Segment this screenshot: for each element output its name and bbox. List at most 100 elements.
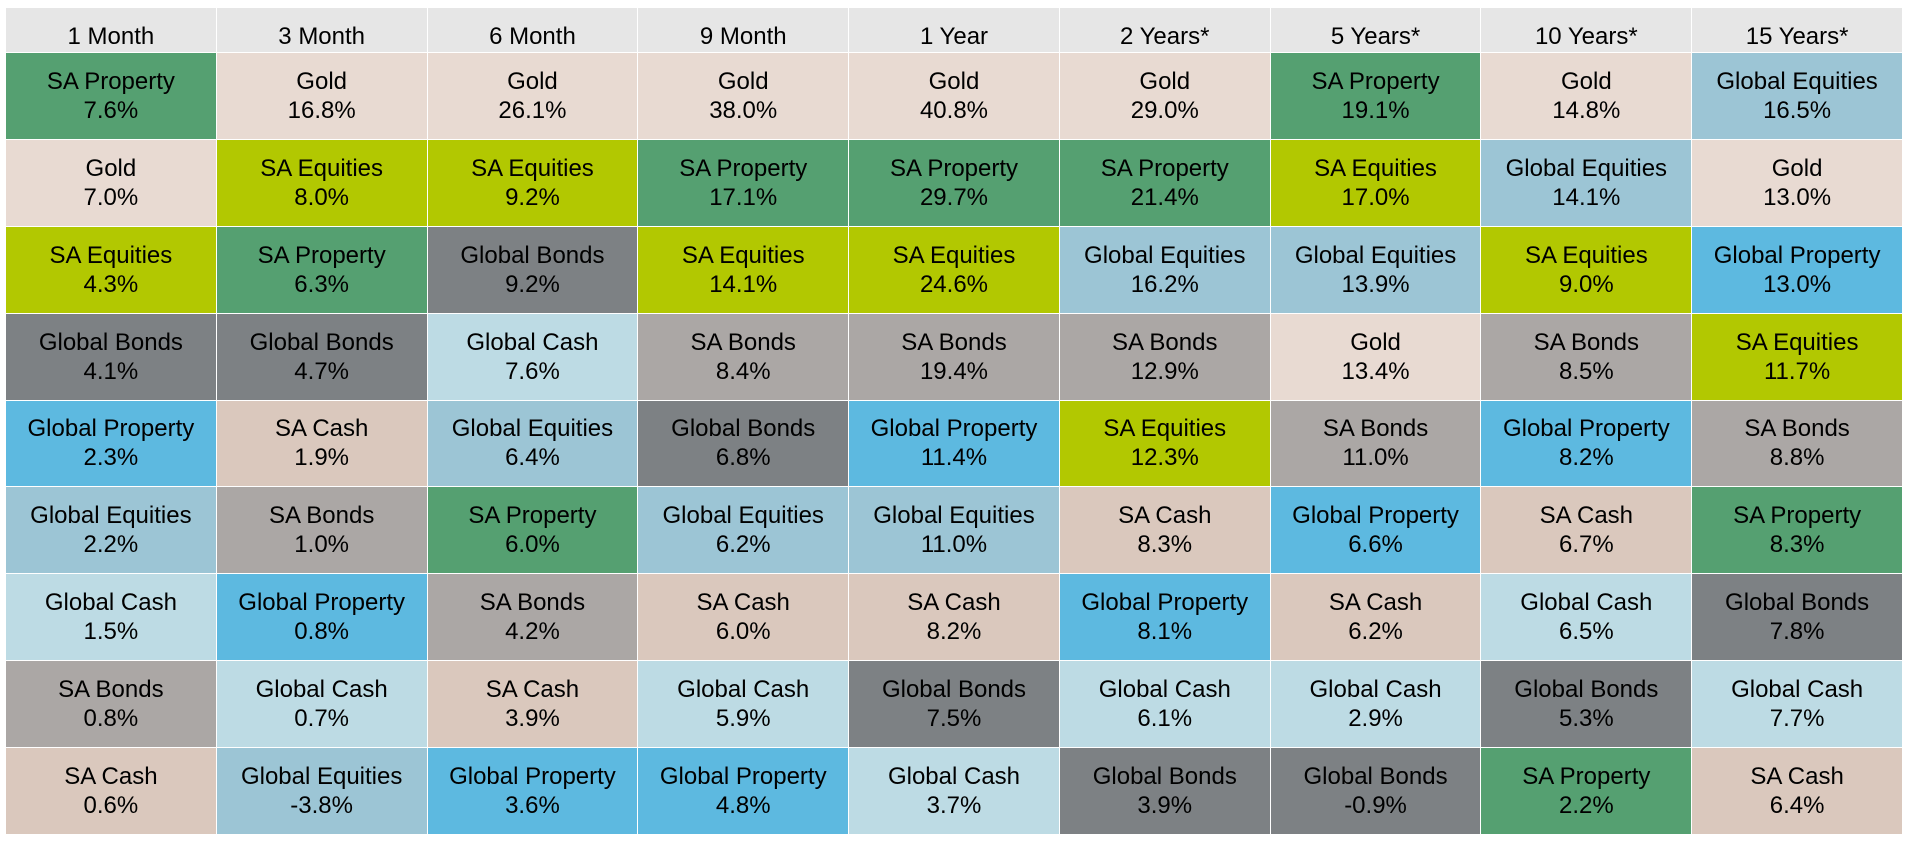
asset-label: SA Bonds [1533, 328, 1640, 356]
return-cell-sa-equities: SA Equities 12.3% [1059, 400, 1270, 487]
return-cell-global-cash: Global Cash 5.9% [638, 661, 849, 748]
asset-label: SA Equities [260, 154, 384, 182]
return-value: 5.9% [715, 705, 771, 733]
return-value: 8.2% [926, 618, 982, 646]
return-value: 7.0% [83, 183, 139, 211]
return-cell-gold: Gold 26.1% [427, 53, 638, 139]
asset-label: SA Equities [471, 154, 594, 182]
asset-label: SA Bonds [1744, 415, 1850, 443]
column-header-1-month: 1 Month [6, 8, 216, 52]
return-value: 38.0% [709, 96, 778, 124]
return-value: 13.4% [1341, 357, 1410, 385]
asset-label: Global Property [1502, 415, 1670, 443]
return-value: 9.0% [1558, 270, 1614, 298]
return-cell-sa-cash: SA Cash 1.9% [216, 400, 427, 487]
return-value: 9.2% [505, 183, 560, 211]
return-cell-global-bonds: Global Bonds 7.8% [1692, 574, 1902, 661]
return-cell-global-bonds: Global Bonds 4.1% [6, 313, 216, 400]
return-value: 6.7% [1558, 531, 1614, 559]
asset-label: SA Property [679, 154, 808, 182]
return-cell-sa-cash: SA Cash 3.9% [427, 661, 638, 748]
return-cell-global-cash: Global Cash 3.7% [849, 748, 1059, 834]
return-value: 26.1% [498, 96, 567, 124]
return-value: 2.2% [1558, 792, 1614, 820]
return-value: 7.5% [926, 705, 982, 733]
asset-label: SA Cash [1118, 502, 1212, 530]
asset-label: SA Equities [892, 241, 1016, 269]
return-value: 7.6% [505, 357, 560, 385]
asset-label: Gold [507, 67, 558, 95]
asset-label: SA Bonds [268, 502, 375, 530]
return-value: 6.2% [1348, 618, 1403, 646]
asset-label: Global Bonds [249, 328, 394, 356]
return-cell-gold: Gold 16.8% [216, 53, 427, 139]
asset-label: Gold [296, 67, 347, 95]
return-cell-gold: Gold 29.0% [1059, 53, 1270, 139]
return-value: 3.6% [505, 792, 560, 820]
return-cell-sa-property: SA Property 21.4% [1059, 139, 1270, 226]
asset-label: Global Equities [240, 763, 403, 791]
asset-label: Global Cash [677, 676, 810, 704]
return-value: 24.6% [919, 270, 989, 298]
return-cell-global-cash: Global Cash 6.5% [1481, 574, 1692, 661]
return-cell-global-bonds: Global Bonds -0.9% [1270, 748, 1481, 834]
return-value: 4.8% [715, 792, 771, 820]
asset-label: SA Equities [1314, 154, 1437, 182]
return-value: 7.7% [1769, 705, 1825, 733]
asset-label: Gold [1560, 67, 1612, 95]
return-cell-sa-bonds: SA Bonds 8.8% [1692, 400, 1902, 487]
asset-label: Global Equities [1716, 67, 1878, 95]
return-value: 8.2% [1558, 444, 1614, 472]
asset-label: Global Cash [1520, 589, 1653, 617]
return-cell-global-equities: Global Equities 16.5% [1692, 53, 1902, 139]
column-header-5-years: 5 Years* [1270, 8, 1481, 52]
return-cell-sa-bonds: SA Bonds 4.2% [427, 574, 638, 661]
return-value: 1.5% [83, 618, 139, 646]
return-value: 3.9% [505, 705, 560, 733]
return-cell-sa-property: SA Property 7.6% [6, 53, 216, 139]
return-value: 1.9% [294, 444, 349, 472]
return-cell-sa-equities: SA Equities 11.7% [1692, 313, 1902, 400]
return-cell-global-property: Global Property 8.1% [1059, 574, 1270, 661]
return-cell-global-bonds: Global Bonds 7.5% [849, 661, 1059, 748]
asset-label: SA Bonds [58, 676, 164, 704]
asset-label: Gold [1771, 154, 1823, 182]
return-value: 6.6% [1348, 531, 1403, 559]
asset-label: Global Bonds [460, 241, 605, 269]
return-value: 29.7% [919, 183, 989, 211]
return-value: 11.7% [1763, 357, 1831, 385]
return-value: 6.8% [715, 444, 771, 472]
return-value: 0.6% [83, 792, 139, 820]
asset-label: Global Property [449, 763, 616, 791]
return-value: 6.3% [294, 270, 349, 298]
asset-label: SA Equities [1735, 328, 1859, 356]
return-cell-global-equities: Global Equities 14.1% [1481, 139, 1692, 226]
return-cell-sa-property: SA Property 6.0% [427, 487, 638, 574]
return-value: 12.3% [1130, 444, 1199, 472]
return-value: 4.2% [505, 618, 560, 646]
return-cell-gold: Gold 13.0% [1692, 139, 1902, 226]
asset-label: SA Property [889, 154, 1019, 182]
return-value: 6.2% [715, 531, 771, 559]
return-cell-global-equities: Global Equities 13.9% [1270, 226, 1481, 313]
return-value: 13.9% [1341, 270, 1410, 298]
return-cell-global-property: Global Property 8.2% [1481, 400, 1692, 487]
return-cell-sa-equities: SA Equities 14.1% [638, 226, 849, 313]
return-value: 4.1% [83, 357, 139, 385]
return-value: 8.0% [294, 183, 349, 211]
return-cell-sa-property: SA Property 2.2% [1481, 748, 1692, 834]
return-cell-gold: Gold 14.8% [1481, 53, 1692, 139]
asset-label: SA Property [1100, 154, 1229, 182]
column-header-10-years: 10 Years* [1481, 8, 1692, 52]
asset-label: Gold [85, 154, 137, 182]
return-value: 4.3% [83, 270, 139, 298]
return-value: 8.1% [1137, 618, 1193, 646]
return-value: 17.1% [709, 183, 778, 211]
return-cell-sa-bonds: SA Bonds 11.0% [1270, 400, 1481, 487]
asset-label: SA Cash [64, 763, 158, 791]
asset-label: SA Cash [907, 589, 1001, 617]
return-value: 11.0% [1342, 444, 1409, 472]
return-value: 14.8% [1552, 96, 1621, 124]
asset-label: SA Property [1733, 502, 1862, 530]
asset-label: Gold [1350, 328, 1401, 356]
